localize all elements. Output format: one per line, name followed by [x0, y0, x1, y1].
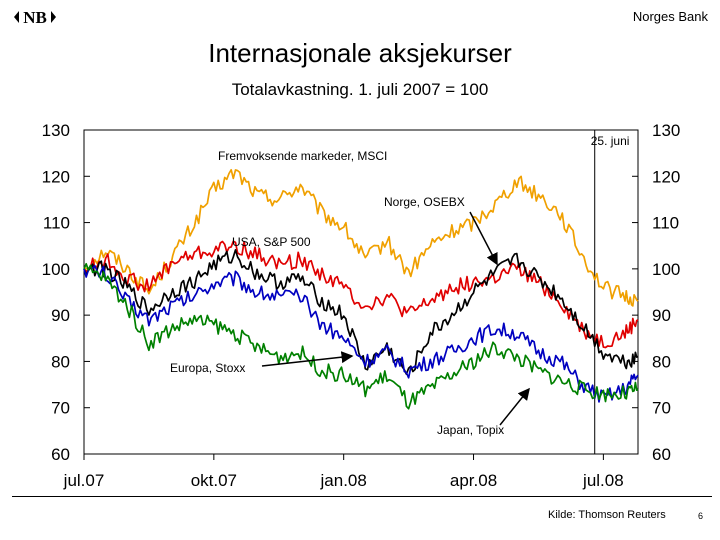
annotation-1: Norge, OSEBX [384, 195, 465, 209]
series-line-norge-osebx [83, 249, 639, 375]
norges-bank-logo: NB [14, 8, 56, 27]
plot-frame [83, 129, 639, 455]
y-tick-label-left-110: 110 [43, 214, 70, 233]
logo-text: NB [23, 8, 47, 27]
series-line-japan-topix [83, 262, 639, 410]
footer-divider [12, 496, 712, 497]
page-title: Internasjonale aksjekurser [208, 38, 512, 68]
y-tick-label-left-130: 130 [42, 121, 70, 140]
y-tick-label-left-80: 80 [51, 352, 70, 371]
y-tick-label-right-120: 120 [652, 167, 680, 186]
y-tick-label-right-90: 90 [652, 306, 671, 325]
series-line-usa-s-p-500 [83, 240, 639, 349]
annotation-arrow-4 [499, 387, 530, 426]
y-tick-label-left-90: 90 [51, 306, 70, 325]
y-tick-label-left-120: 120 [42, 167, 70, 186]
y-tick-label-right-60: 60 [652, 445, 671, 464]
series-line-fremvoksende-markeder-msci [83, 168, 639, 307]
annotation-arrow-1 [469, 211, 498, 266]
annotation-3: Europa, Stoxx [170, 361, 245, 375]
y-tick-label-right-130: 130 [652, 121, 680, 140]
y-tick-label-right-100: 100 [652, 260, 680, 279]
y-tick-label-left-60: 60 [51, 445, 70, 464]
brand-name: Norges Bank [632, 9, 708, 24]
vline-label: 25. juni [591, 134, 630, 148]
x-tick-label-jul.07: jul.07 [63, 471, 105, 490]
chart-subtitle: Totalavkastning. 1. juli 2007 = 100 [231, 80, 489, 99]
y-tick-label-left-70: 70 [51, 399, 70, 418]
annotation-2: USA, S&P 500 [232, 235, 311, 249]
y-tick-label-right-110: 110 [652, 214, 679, 233]
y-tick-label-right-80: 80 [652, 352, 671, 371]
page-number: 6 [698, 511, 704, 521]
x-tick-label-jan.08: jan.08 [320, 471, 367, 490]
annotation-arrow-3 [261, 351, 354, 367]
series-line-europa-stoxx [83, 264, 639, 403]
source-note: Kilde: Thomson Reuters [548, 509, 666, 521]
annotation-4: Japan, Topix [437, 423, 504, 437]
x-tick-label-apr.08: apr.08 [450, 471, 497, 490]
annotation-0: Fremvoksende markeder, MSCI [218, 149, 387, 163]
y-tick-label-left-100: 100 [42, 260, 70, 279]
y-tick-label-right-70: 70 [652, 399, 671, 418]
x-tick-label-okt.07: okt.07 [191, 471, 237, 490]
x-tick-label-jul.08: jul.08 [582, 471, 624, 490]
